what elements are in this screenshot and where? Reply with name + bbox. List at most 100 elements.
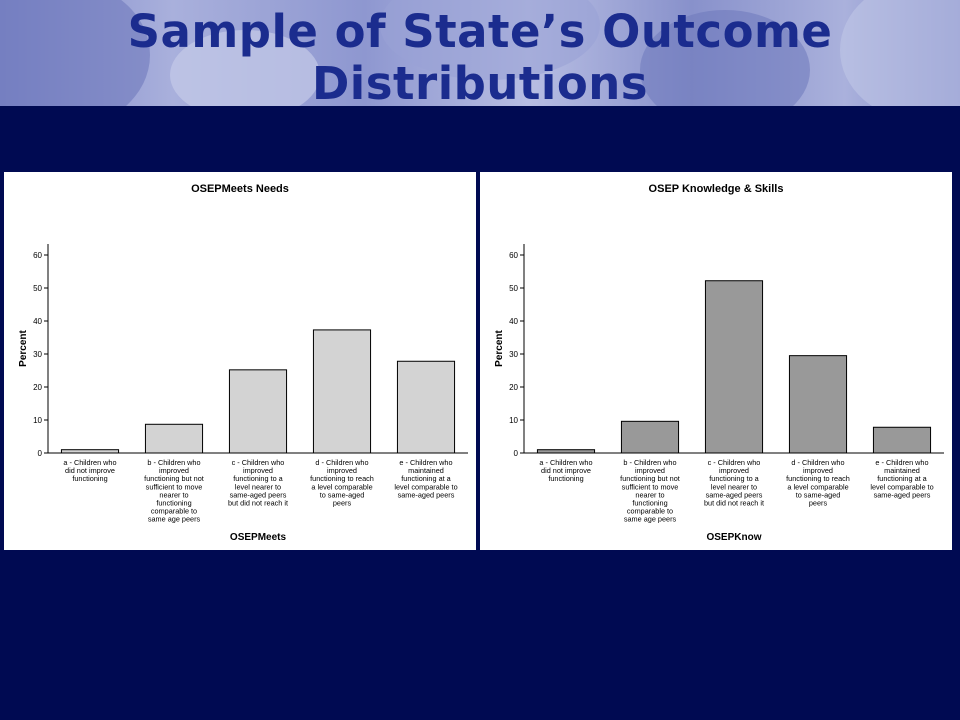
chart-title: OSEP Knowledge & Skills xyxy=(649,183,784,195)
x-tick-label-line: improved xyxy=(327,466,357,475)
y-tick-label: 60 xyxy=(33,251,42,260)
x-tick-label: c - Children who improved functioning to a… xyxy=(228,458,288,508)
x-tick-label-line: d - Children who xyxy=(315,458,368,467)
x-tick-label-line: comparable to xyxy=(627,507,673,516)
x-tick-label-line: level comparable to xyxy=(870,482,933,491)
x-tick-label-line: improved xyxy=(719,466,749,475)
bar-chart-meets-needs: OSEPMeets Needs 0 10 20 30 40 50 60 Percent a - C… xyxy=(18,183,468,543)
bar-chart-knowledge-skills: OSEP Knowledge & Skills 0 10 20 30 40 50 60 Perc… xyxy=(494,183,944,543)
x-tick-label-line: improved xyxy=(159,466,189,475)
y-axis-label: Percent xyxy=(494,329,505,366)
header-banner: Sample of State’s Outcome Distributions xyxy=(0,0,960,106)
x-tick-label-line: functioning to reach xyxy=(786,474,850,483)
x-tick-label-line: a - Children who xyxy=(539,458,592,467)
x-tick-label-line: but did not reach it xyxy=(228,499,288,508)
banner-photo-shape xyxy=(840,0,960,106)
x-tick-label-line: level nearer to xyxy=(711,482,757,491)
x-tick-label: a - Children who did not improve functioni… xyxy=(539,458,592,483)
y-tick-label: 20 xyxy=(509,383,518,392)
x-tick-label-line: a - Children who xyxy=(63,458,116,467)
y-tick-label: 50 xyxy=(33,284,42,293)
x-tick-label-line: sufficient to move xyxy=(622,482,679,491)
bar xyxy=(228,369,288,454)
x-tick-label-line: to same-aged xyxy=(320,490,365,499)
x-tick-label-line: same-aged peers xyxy=(874,490,931,499)
x-tick-label-line: but did not reach it xyxy=(704,499,764,508)
y-tick-label: 20 xyxy=(33,383,42,392)
x-tick-label-line: functioning to a xyxy=(709,474,759,483)
x-tick-label-line: functioning but not xyxy=(144,474,204,483)
bar xyxy=(396,360,456,454)
y-tick-label: 40 xyxy=(33,317,42,326)
x-tick-label-line: same age peers xyxy=(624,515,677,524)
x-tick-label: c - Children who improved functioning to a… xyxy=(704,458,764,508)
bar xyxy=(788,355,848,454)
bar xyxy=(536,449,596,454)
x-tick-label-line: nearer to xyxy=(635,490,664,499)
x-tick-label-line: functioning xyxy=(632,499,667,508)
x-tick-label-line: c - Children who xyxy=(232,458,285,467)
x-tick-label-line: comparable to xyxy=(151,507,197,516)
x-tick-label-line: functioning at a xyxy=(401,474,451,483)
y-tick-label: 0 xyxy=(514,449,519,458)
x-tick-label: b - Children who improved functioning but … xyxy=(620,458,680,524)
x-tick-label-line: to same-aged xyxy=(796,490,841,499)
x-tick-label-line: e - Children who xyxy=(875,458,928,467)
chart-panel-knowledge-skills: OSEP Knowledge & Skills 0 10 20 30 40 50 60 Perc… xyxy=(480,172,952,550)
x-tick-label-line: improved xyxy=(635,466,665,475)
x-tick-label-line: maintained xyxy=(408,466,444,475)
x-tick-label-line: functioning xyxy=(156,499,191,508)
x-tick-label-line: level nearer to xyxy=(235,482,281,491)
y-tick-label: 60 xyxy=(509,251,518,260)
banner-photo-shape xyxy=(170,30,320,106)
chart-title: OSEPMeets Needs xyxy=(191,183,289,195)
y-tick-label: 0 xyxy=(38,449,43,458)
bar xyxy=(312,329,372,454)
x-tick-label: b - Children who improved functioning but … xyxy=(144,458,204,524)
y-axis-label: Percent xyxy=(18,329,29,366)
chart-panel-meets-needs: OSEPMeets Needs 0 10 20 30 40 50 60 Percent a - C… xyxy=(4,172,476,550)
bar xyxy=(60,449,120,454)
x-tick-label-line: nearer to xyxy=(159,490,188,499)
bar xyxy=(704,280,764,454)
x-tick-label-line: maintained xyxy=(884,466,920,475)
y-tick-label: 30 xyxy=(33,350,42,359)
x-tick-label-line: peers xyxy=(333,499,352,508)
x-tick-label-line: b - Children who xyxy=(623,458,676,467)
x-tick-label: e - Children who maintained functioning at… xyxy=(870,458,933,499)
x-tick-label-line: improved xyxy=(243,466,273,475)
x-tick-label-line: did not improve xyxy=(541,466,591,475)
bar xyxy=(620,420,680,454)
x-tick-label-line: functioning to reach xyxy=(310,474,374,483)
x-tick-label: d - Children who improved functioning to r… xyxy=(310,458,374,508)
x-tick-label-line: c - Children who xyxy=(708,458,761,467)
x-tick-label-line: functioning at a xyxy=(877,474,927,483)
x-tick-label: a - Children who did not improve functioni… xyxy=(63,458,116,483)
x-tick-label-line: same-aged peers xyxy=(706,490,763,499)
x-tick-label-line: d - Children who xyxy=(791,458,844,467)
x-tick-label-line: peers xyxy=(809,499,828,508)
x-tick-label-line: improved xyxy=(803,466,833,475)
x-tick-label-line: same-aged peers xyxy=(230,490,287,499)
x-tick-label-line: functioning to a xyxy=(233,474,283,483)
y-tick-label: 10 xyxy=(509,416,518,425)
x-tick-label-line: same-aged peers xyxy=(398,490,455,499)
bar xyxy=(872,426,932,454)
x-tick-label-line: did not improve xyxy=(65,466,115,475)
bar xyxy=(144,423,204,454)
x-axis-label: OSEPKnow xyxy=(706,532,761,543)
banner-photo-shape xyxy=(0,0,150,106)
y-tick-label: 10 xyxy=(33,416,42,425)
x-tick-label-line: level comparable to xyxy=(394,482,457,491)
x-tick-label-line: functioning xyxy=(72,474,107,483)
x-tick-label-line: sufficient to move xyxy=(146,482,203,491)
y-tick-label: 30 xyxy=(509,350,518,359)
x-tick-label-line: e - Children who xyxy=(399,458,452,467)
y-tick-label: 50 xyxy=(509,284,518,293)
x-axis-label: OSEPMeets xyxy=(230,532,287,543)
x-tick-label-line: functioning but not xyxy=(620,474,680,483)
x-tick-label: d - Children who improved functioning to r… xyxy=(786,458,850,508)
x-tick-label-line: same age peers xyxy=(148,515,201,524)
x-tick-label-line: a level comparable xyxy=(787,482,848,491)
banner-photo-shape xyxy=(640,10,810,106)
